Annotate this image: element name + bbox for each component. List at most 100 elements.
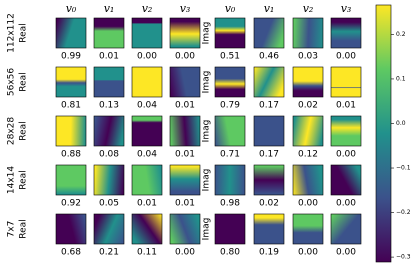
column-header: v₃ <box>341 2 352 15</box>
value-label: 0.00 <box>298 199 318 209</box>
tick-label: 0.0 <box>396 120 406 127</box>
thumbnail <box>93 213 125 245</box>
value-label: 0.19 <box>259 248 279 258</box>
value-label: 0.01 <box>175 101 195 111</box>
thumbnail <box>131 66 163 98</box>
value-label: 0.01 <box>99 52 119 62</box>
thumbnail <box>292 115 324 147</box>
value-label: 0.80 <box>220 248 240 258</box>
part-label: Real <box>19 23 29 42</box>
thumbnail <box>55 213 87 245</box>
value-label: 0.51 <box>220 52 240 62</box>
row-label: 112x112 <box>7 13 17 53</box>
value-label: 0.92 <box>61 199 81 209</box>
part-label: Imag <box>202 120 212 143</box>
value-label: 0.00 <box>336 248 356 258</box>
value-label: 0.05 <box>99 199 119 209</box>
part-label: Imag <box>202 71 212 94</box>
value-label: 0.03 <box>298 52 318 62</box>
thumbnail <box>214 115 246 147</box>
value-label: 0.11 <box>137 248 157 258</box>
row-label: 14x14 <box>7 166 17 195</box>
value-label: 0.13 <box>99 101 119 111</box>
thumbnail <box>169 164 201 196</box>
value-label: 0.00 <box>137 52 157 62</box>
thumbnail <box>93 164 125 196</box>
value-label: 0.00 <box>336 150 356 160</box>
part-label: Imag <box>202 22 212 45</box>
value-label: 0.02 <box>259 199 279 209</box>
part-label: Real <box>19 219 29 238</box>
value-label: 0.99 <box>61 52 81 62</box>
thumbnail <box>330 213 362 245</box>
thumbnail <box>93 115 125 147</box>
row-label: 56x56 <box>7 68 17 97</box>
thumbnail <box>169 17 201 49</box>
thumbnail <box>253 213 285 245</box>
value-label: 0.98 <box>220 199 240 209</box>
thumbnail <box>131 164 163 196</box>
value-label: 0.00 <box>336 199 356 209</box>
thumbnail <box>55 17 87 49</box>
tick-label: 0.1 <box>396 75 406 82</box>
tick-label: 0.2 <box>396 31 406 38</box>
thumbnail <box>55 66 87 98</box>
thumbnail <box>330 164 362 196</box>
tick-label: −0.2 <box>396 209 411 216</box>
part-label: Real <box>19 72 29 91</box>
row-label: 28x28 <box>7 117 17 146</box>
value-label: 0.68 <box>61 248 81 258</box>
value-label: 0.17 <box>259 150 279 160</box>
thumbnail <box>292 17 324 49</box>
thumbnail <box>169 115 201 147</box>
thumbnail <box>292 213 324 245</box>
column-header: v₁ <box>104 2 115 15</box>
part-label: Real <box>19 170 29 189</box>
value-label: 0.21 <box>99 248 119 258</box>
thumbnail <box>253 164 285 196</box>
value-label: 0.08 <box>99 150 119 160</box>
value-label: 0.88 <box>61 150 81 160</box>
thumbnail <box>214 213 246 245</box>
thumbnail <box>93 17 125 49</box>
value-label: 0.71 <box>220 150 240 160</box>
value-label: 0.00 <box>175 248 195 258</box>
part-label: Imag <box>202 169 212 192</box>
value-label: 0.01 <box>336 101 356 111</box>
tick-label: −0.3 <box>396 254 411 261</box>
column-header: v₀ <box>66 2 77 15</box>
value-label: 0.46 <box>259 52 279 62</box>
part-label: Real <box>19 121 29 140</box>
value-label: 0.00 <box>298 248 318 258</box>
row-label: 7x7 <box>7 221 17 238</box>
thumbnail <box>214 17 246 49</box>
column-header: v₀ <box>225 2 236 15</box>
thumbnail <box>55 115 87 147</box>
thumbnail <box>253 115 285 147</box>
value-label: 0.02 <box>298 101 318 111</box>
value-label: 0.81 <box>61 101 81 111</box>
value-label: 0.00 <box>336 52 356 62</box>
value-label: 0.04 <box>137 101 157 111</box>
value-label: 0.04 <box>137 150 157 160</box>
thumbnail <box>253 66 285 98</box>
thumbnail <box>131 17 163 49</box>
value-label: 0.17 <box>259 101 279 111</box>
thumbnail <box>169 213 201 245</box>
thumbnail <box>131 115 163 147</box>
thumbnail <box>292 164 324 196</box>
tick-label: −0.1 <box>396 165 411 172</box>
thumbnail <box>292 66 324 98</box>
thumbnail <box>131 213 163 245</box>
colorbar <box>375 4 392 263</box>
column-header: v₂ <box>303 2 314 15</box>
value-label: 0.00 <box>175 52 195 62</box>
column-header: v₃ <box>180 2 191 15</box>
thumbnail <box>55 164 87 196</box>
thumbnail <box>169 66 201 98</box>
thumbnail <box>214 66 246 98</box>
thumbnail <box>330 115 362 147</box>
thumbnail <box>93 66 125 98</box>
column-header: v₂ <box>142 2 153 15</box>
